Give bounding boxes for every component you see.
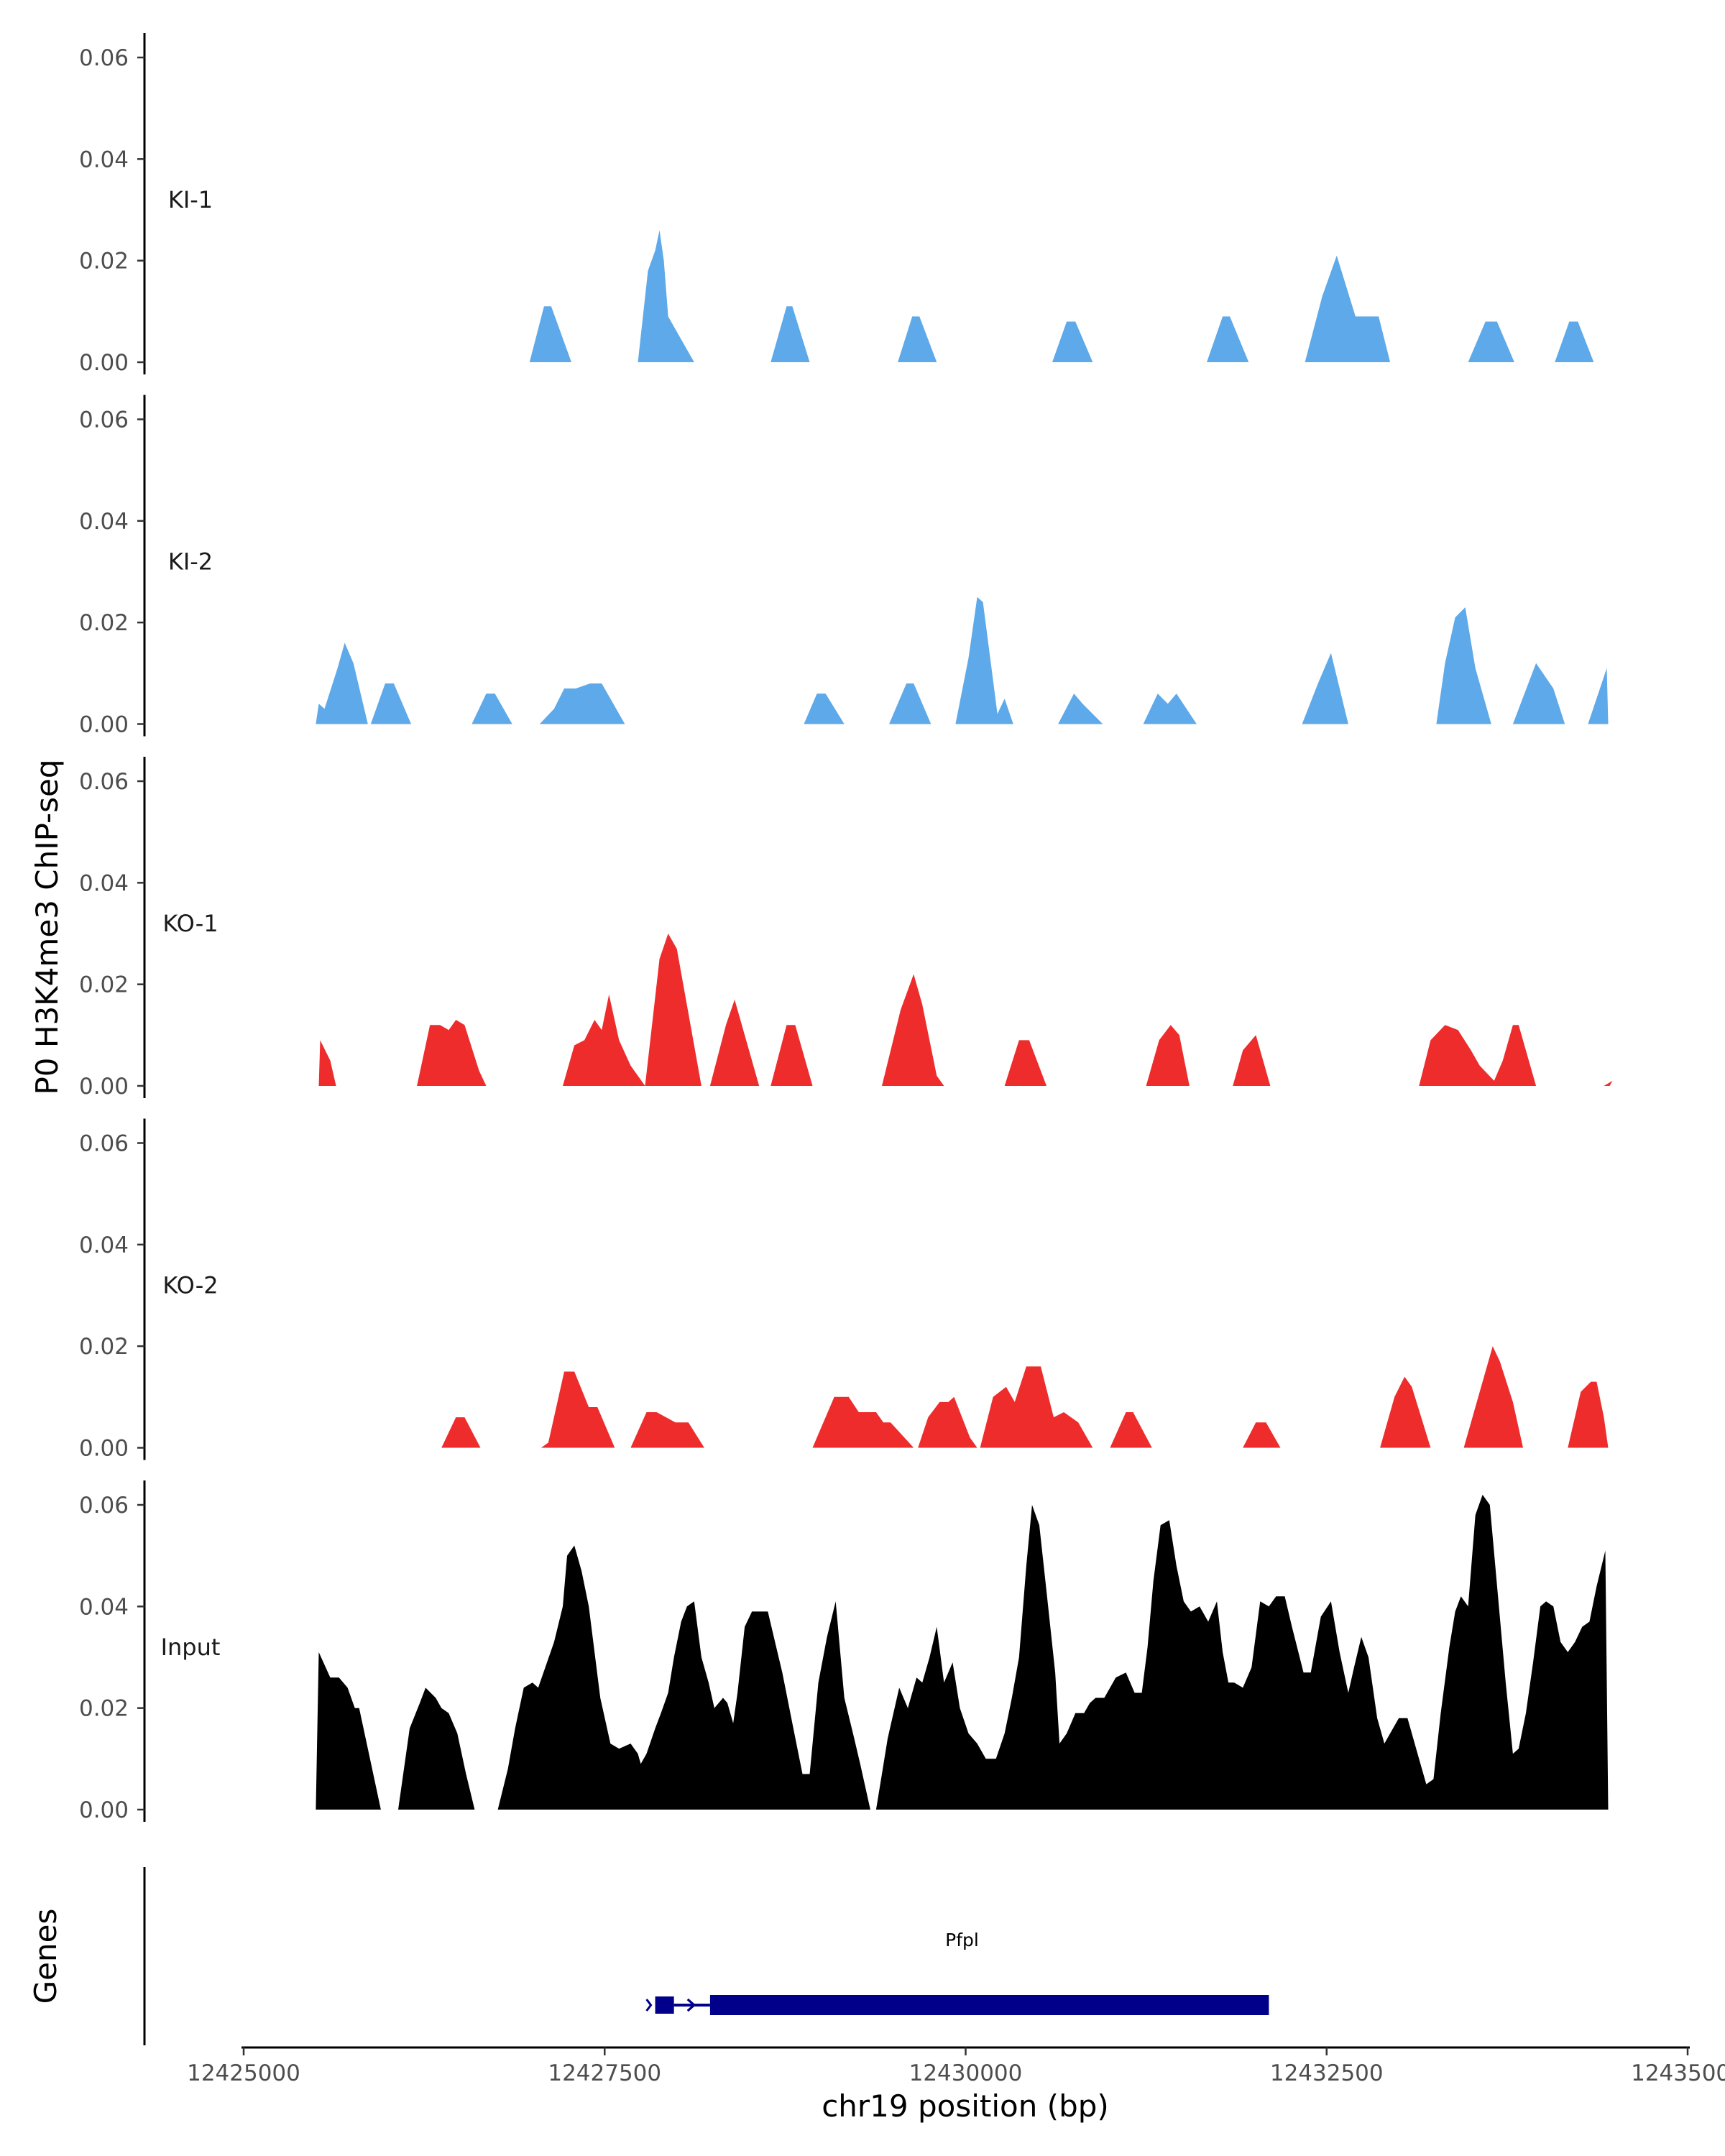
y-tick-label: 0.06 xyxy=(79,45,129,71)
y-tick-label: 0.00 xyxy=(79,1436,129,1462)
y-tick-label: 0.04 xyxy=(79,1594,129,1620)
signal-peak xyxy=(1604,1080,1613,1086)
track-ki-2: 0.00 0.02 0.04 0.06 KI-2 xyxy=(79,395,1609,738)
signal-peak xyxy=(1004,1040,1046,1086)
signal-peak xyxy=(1468,321,1514,362)
signal-peak xyxy=(1143,694,1197,724)
y-tick-label: 0.06 xyxy=(79,407,129,433)
signal-peak xyxy=(370,683,411,724)
signal-peak xyxy=(1302,653,1348,724)
signal-peak xyxy=(804,694,845,724)
track-ko-1: 0.00 0.02 0.04 0.06 KO-1 xyxy=(79,757,1613,1100)
signal-peak xyxy=(417,1020,487,1086)
strand-arrow-icon xyxy=(686,1998,696,2012)
track-label: KI-2 xyxy=(168,548,213,576)
signal-peak xyxy=(630,1412,704,1448)
signal-peak xyxy=(472,694,512,724)
x-tick-label: 12430000 xyxy=(909,2060,1023,2086)
track-ki-1: 0.00 0.02 0.04 0.06 KI-1 xyxy=(79,33,1594,376)
signal-peak xyxy=(882,974,944,1086)
y-tick-label: 0.04 xyxy=(79,1233,129,1258)
y-tick-label: 0.04 xyxy=(79,870,129,896)
track-ko-2: 0.00 0.02 0.04 0.06 KO-2 xyxy=(79,1118,1609,1462)
signal-peak xyxy=(539,683,625,724)
signal-peak xyxy=(1110,1412,1152,1448)
signal-peak xyxy=(316,642,368,724)
signal-peak xyxy=(1463,1346,1523,1448)
y-tick-label: 0.00 xyxy=(79,1074,129,1100)
genes-track: Genes Pfpl xyxy=(28,1867,1269,2045)
track-input: 0.00 0.02 0.04 0.06 Input xyxy=(79,1480,1609,1823)
y-tick-label: 0.04 xyxy=(79,147,129,172)
strand-arrow-icon xyxy=(645,1999,653,2012)
signal-peak xyxy=(1380,1376,1431,1448)
y-tick-label: 0.00 xyxy=(79,350,129,376)
x-tick-label: 12425000 xyxy=(187,2060,300,2086)
x-axis-title: chr19 position (bp) xyxy=(822,2088,1109,2124)
signal-peak xyxy=(1419,1025,1537,1086)
y-tick-label: 0.02 xyxy=(79,249,129,275)
gene-name-label: Pfpl xyxy=(945,1930,979,1950)
signal-peak xyxy=(1233,1035,1271,1086)
signal-peak xyxy=(898,316,937,362)
x-tick-label: 12432500 xyxy=(1270,2060,1384,2086)
y-tick-label: 0.02 xyxy=(79,1334,129,1360)
signal-peak xyxy=(770,306,810,362)
y-tick-label: 0.02 xyxy=(79,1696,129,1722)
signal-tracks: 0.00 0.02 0.04 0.06 KI-1 0.00 0.02 0.04 0.06 KI-2… xyxy=(79,33,1613,1823)
track-label: KO-2 xyxy=(162,1272,218,1299)
track-label: KI-1 xyxy=(168,186,213,213)
y-axis-title: P0 H3K4me3 ChIP-seq xyxy=(29,759,65,1095)
y-tick-label: 0.04 xyxy=(79,509,129,535)
y-tick-label: 0.02 xyxy=(79,610,129,636)
y-tick-label: 0.00 xyxy=(79,1797,129,1823)
signal-peak xyxy=(955,596,1013,724)
x-tick-label: 12435000 xyxy=(1631,2060,1725,2086)
track-label: KO-1 xyxy=(162,910,218,937)
signal-peak xyxy=(529,306,571,362)
signal-peak xyxy=(889,683,932,724)
signal-peak xyxy=(812,1396,978,1448)
y-tick-label: 0.06 xyxy=(79,1493,129,1519)
y-tick-label: 0.02 xyxy=(79,972,129,998)
signal-peak xyxy=(709,999,760,1086)
signal-peak xyxy=(645,934,702,1086)
y-tick-label: 0.06 xyxy=(79,1131,129,1157)
signal-peak xyxy=(1146,1025,1190,1086)
signal-peak xyxy=(1305,255,1391,362)
signal-peak xyxy=(497,1494,1609,1810)
signal-peak xyxy=(770,1025,813,1086)
y-tick-label: 0.06 xyxy=(79,769,129,795)
signal-peak xyxy=(1588,668,1609,724)
y-tick-label: 0.00 xyxy=(79,712,129,738)
signal-peak xyxy=(441,1417,481,1448)
x-tick-label: 12427500 xyxy=(548,2060,661,2086)
signal-peak xyxy=(1512,663,1565,724)
gene-exon xyxy=(655,1996,674,2014)
signal-peak xyxy=(1436,607,1491,724)
gene-exon xyxy=(709,1995,1269,2015)
signal-peak xyxy=(638,230,694,362)
signal-peak xyxy=(1052,321,1093,362)
signal-peak xyxy=(1555,321,1594,362)
x-axis: 12425000 12427500 12430000 12432500 12435000 xyxy=(187,2046,1725,2086)
signal-peak xyxy=(398,1687,475,1810)
signal-peak xyxy=(563,994,645,1086)
signal-peak xyxy=(318,1040,336,1086)
signal-peak xyxy=(540,1371,615,1448)
signal-peak xyxy=(1243,1422,1281,1448)
track-label: Input xyxy=(161,1634,221,1661)
signal-peak xyxy=(1568,1381,1609,1448)
signal-peak xyxy=(1058,694,1103,724)
genes-track-label: Genes xyxy=(28,1909,63,2004)
signal-peak xyxy=(316,1651,381,1810)
signal-peak xyxy=(980,1366,1093,1448)
signal-peak xyxy=(1207,316,1249,362)
